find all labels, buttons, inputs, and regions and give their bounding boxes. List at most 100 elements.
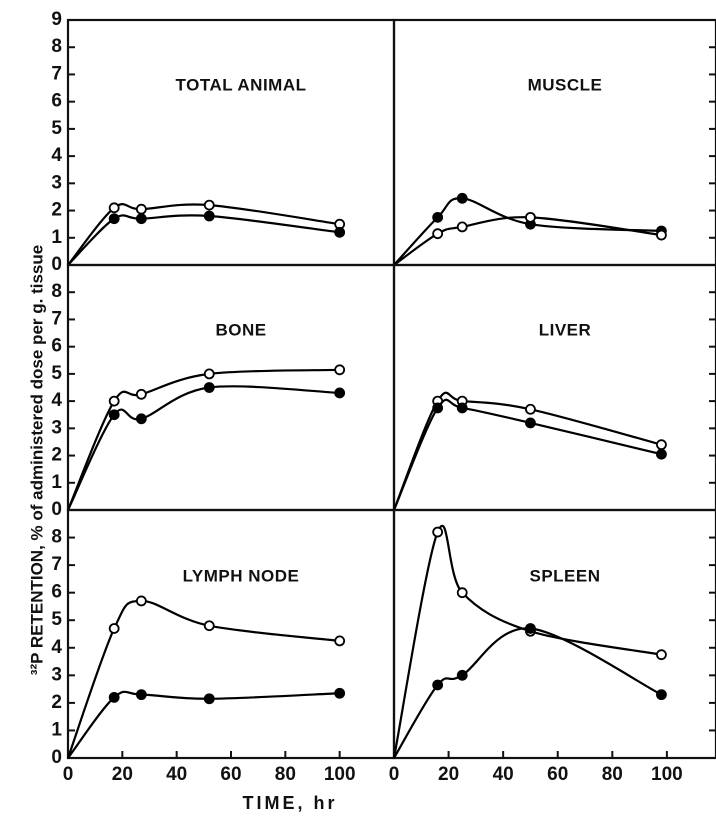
y-tick-label: 7	[51, 63, 62, 84]
data-point	[334, 687, 346, 699]
data-point	[656, 448, 667, 460]
y-tick-label: 4	[51, 637, 62, 658]
x-axis-label: TIME, hr	[243, 793, 338, 813]
x-tick-label: 40	[493, 764, 514, 785]
data-point	[108, 623, 120, 634]
data-point	[135, 689, 147, 701]
y-tick-label: 7	[51, 554, 62, 575]
series-line	[67, 203, 340, 266]
y-tick-label: 8	[51, 281, 62, 302]
data-point	[334, 387, 346, 399]
y-tick-label: 3	[51, 172, 62, 193]
x-tick-label: 0	[389, 764, 400, 785]
panel-title: SPLEEN	[529, 566, 600, 585]
data-point	[456, 402, 468, 414]
data-point	[135, 413, 147, 425]
x-tick-label: 60	[547, 764, 568, 785]
data-point	[135, 388, 147, 400]
panel-frame	[392, 263, 716, 512]
y-tick-label: 2	[51, 200, 62, 221]
data-point	[656, 689, 667, 701]
data-point	[203, 368, 215, 380]
y-tick-label: 0	[51, 747, 62, 768]
data-point	[456, 192, 468, 204]
y-tick-label: 2	[51, 692, 62, 713]
x-tick-label: 100	[324, 764, 356, 785]
data-point	[135, 213, 147, 225]
data-point	[203, 199, 215, 211]
panel-title: BONE	[215, 321, 266, 340]
data-point	[432, 211, 444, 223]
data-point	[432, 228, 444, 240]
y-axis-label: ³²P RETENTION, % of administered dose pe…	[27, 245, 46, 675]
x-tick-label: 80	[602, 764, 623, 785]
y-tick-label: 1	[51, 472, 62, 493]
data-point	[456, 587, 468, 599]
y-tick-label: 0	[51, 499, 62, 520]
x-tick-label: 60	[220, 764, 241, 785]
data-point	[656, 649, 667, 661]
y-tick-label: 6	[51, 91, 62, 112]
data-point	[135, 203, 147, 215]
panel-title: LIVER	[539, 321, 592, 340]
y-tick-label: 9	[51, 9, 62, 30]
data-point	[203, 382, 215, 393]
data-point	[135, 595, 147, 607]
data-point	[334, 226, 346, 238]
data-point	[334, 635, 346, 647]
y-tick-label: 1	[51, 227, 62, 248]
series-line	[393, 216, 662, 266]
data-point	[108, 409, 120, 421]
series-line	[67, 690, 340, 759]
panel-title: MUSCLE	[528, 76, 603, 95]
y-tick-label: 8	[51, 527, 62, 548]
y-tick-label: 3	[51, 664, 62, 685]
series-line	[67, 214, 340, 266]
data-point	[456, 221, 468, 233]
data-point	[108, 691, 120, 703]
series-line	[393, 627, 662, 759]
series-line	[392, 524, 662, 759]
x-tick-label: 100	[651, 764, 683, 785]
data-point	[432, 679, 444, 691]
data-point	[525, 403, 536, 415]
data-point	[108, 395, 120, 407]
y-tick-label: 5	[51, 118, 62, 139]
data-point	[525, 417, 536, 429]
y-tick-label: 1	[51, 719, 62, 740]
y-tick-label: 5	[51, 363, 62, 384]
panel-title: TOTAL ANIMAL	[176, 76, 307, 95]
data-point	[334, 364, 346, 376]
data-point	[203, 620, 215, 632]
data-point	[108, 213, 120, 225]
series-line	[393, 197, 662, 266]
y-tick-label: 6	[51, 582, 62, 603]
x-tick-label: 0	[63, 764, 74, 785]
y-tick-label: 8	[51, 36, 62, 57]
data-point	[656, 439, 667, 451]
y-tick-label: 4	[51, 145, 62, 166]
series-line	[67, 385, 340, 511]
data-point	[203, 210, 215, 222]
y-tick-label: 5	[51, 609, 62, 630]
y-tick-label: 0	[51, 254, 62, 275]
series-line	[66, 599, 340, 759]
y-tick-label: 4	[51, 390, 62, 411]
x-tick-label: 20	[438, 764, 459, 785]
series-line	[392, 398, 662, 511]
x-tick-label: 40	[166, 764, 187, 785]
y-tick-label: 6	[51, 336, 62, 357]
panel-frame	[392, 508, 716, 760]
x-tick-label: 20	[112, 764, 133, 785]
data-point	[203, 693, 215, 705]
panel-frame	[66, 508, 396, 760]
x-tick-label: 80	[275, 764, 296, 785]
data-point	[432, 402, 444, 414]
panel-frame	[392, 18, 716, 267]
data-point	[432, 526, 444, 538]
panel-title: LYMPH NODE	[183, 566, 300, 585]
data-point	[525, 211, 536, 223]
panel-frame	[66, 18, 396, 267]
data-point	[656, 229, 667, 241]
